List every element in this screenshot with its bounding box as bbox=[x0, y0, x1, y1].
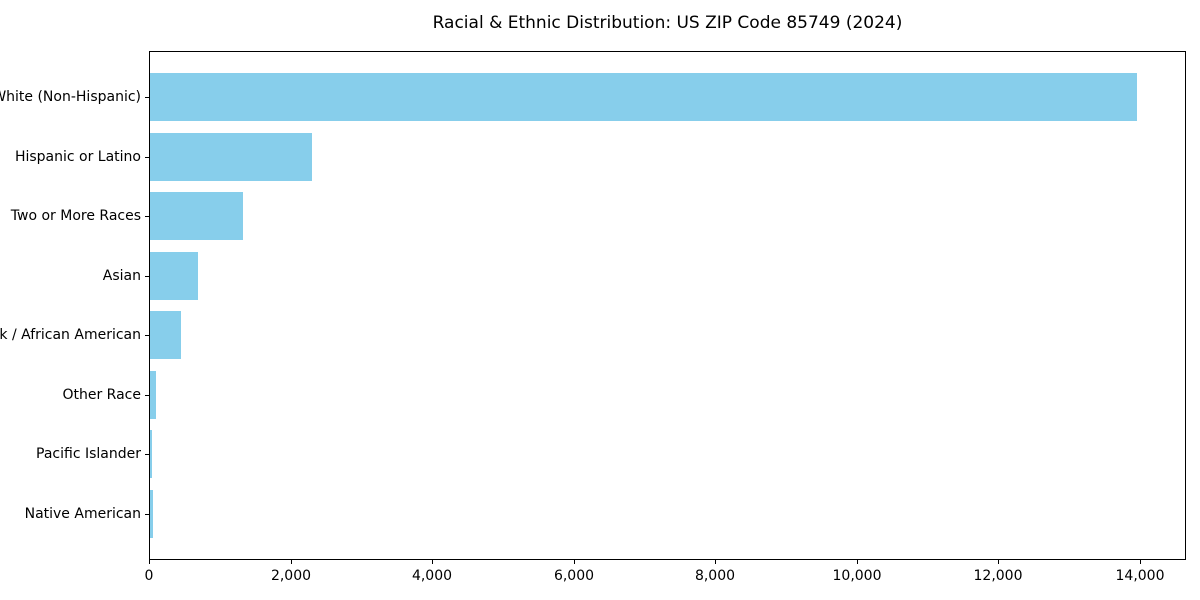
plot-area bbox=[149, 51, 1186, 560]
bar-asian bbox=[150, 252, 198, 300]
y-tick-mark bbox=[145, 514, 149, 515]
x-axis-label: 12,000 bbox=[973, 568, 1023, 584]
chart-title: Racial & Ethnic Distribution: US ZIP Cod… bbox=[432, 13, 903, 33]
bar-black-african-american bbox=[150, 311, 181, 359]
x-tick-mark bbox=[574, 560, 575, 564]
x-axis-label: 4,000 bbox=[411, 568, 453, 584]
bar-hispanic-or-latino bbox=[150, 133, 312, 181]
y-axis-label: Hispanic or Latino bbox=[14, 149, 141, 165]
x-axis-label: 8,000 bbox=[694, 568, 736, 584]
x-tick-mark bbox=[715, 560, 716, 564]
y-axis-label: White (Non-Hispanic) bbox=[0, 89, 141, 105]
y-tick-mark bbox=[145, 157, 149, 158]
bar-native-american bbox=[150, 490, 153, 538]
y-axis-label: Pacific Islander bbox=[36, 446, 141, 462]
y-tick-mark bbox=[145, 335, 149, 336]
x-tick-mark bbox=[432, 560, 433, 564]
x-axis-label: 6,000 bbox=[553, 568, 595, 584]
y-axis-label: Two or More Races bbox=[10, 208, 141, 224]
x-axis-label: 14,000 bbox=[1115, 568, 1165, 584]
bar-white-non-hispanic bbox=[150, 73, 1137, 121]
x-tick-mark bbox=[857, 560, 858, 564]
y-axis-label: Black / African American bbox=[0, 327, 141, 343]
bar-two-or-more-races bbox=[150, 192, 243, 240]
x-axis-label: 2,000 bbox=[270, 568, 312, 584]
y-tick-mark bbox=[145, 276, 149, 277]
x-tick-mark bbox=[291, 560, 292, 564]
y-axis-label: Native American bbox=[24, 506, 141, 522]
x-tick-mark bbox=[149, 560, 150, 564]
bar-other-race bbox=[150, 371, 156, 419]
y-tick-mark bbox=[145, 454, 149, 455]
y-axis-label: Asian bbox=[102, 268, 141, 284]
x-tick-mark bbox=[1140, 560, 1141, 564]
y-tick-mark bbox=[145, 97, 149, 98]
bar-pacific-islander bbox=[150, 430, 152, 478]
x-axis-label: 10,000 bbox=[832, 568, 882, 584]
y-tick-mark bbox=[145, 395, 149, 396]
y-axis-label: Other Race bbox=[62, 387, 141, 403]
y-tick-mark bbox=[145, 216, 149, 217]
x-axis-label: 0 bbox=[144, 568, 154, 584]
x-tick-mark bbox=[998, 560, 999, 564]
